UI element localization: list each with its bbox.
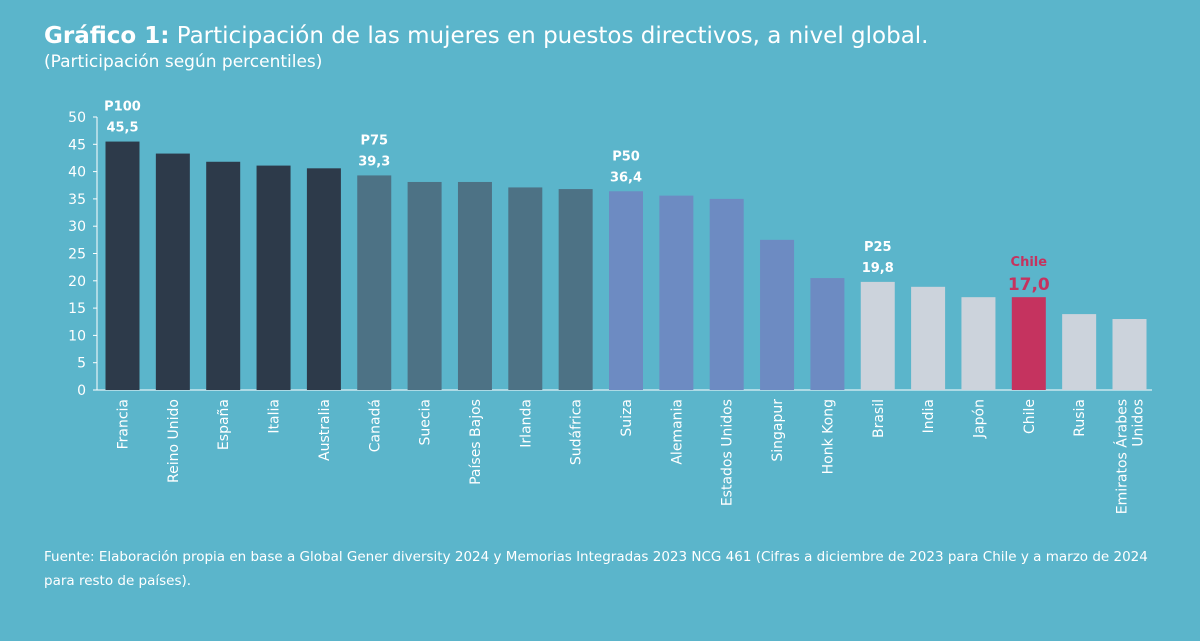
- x-tick-label: India: [921, 399, 937, 433]
- y-tick-label: 20: [68, 274, 86, 290]
- bar: [558, 189, 593, 390]
- y-tick-label: 30: [68, 219, 86, 235]
- bar: [105, 141, 140, 390]
- bar: [609, 191, 643, 390]
- bar: [709, 198, 744, 390]
- y-tick-label: 0: [77, 383, 86, 399]
- x-tick-label: Emiratos Árabes: [1114, 399, 1131, 514]
- bar: [1112, 319, 1147, 390]
- bar: [155, 153, 190, 390]
- data-label-value: 39,3: [358, 154, 390, 169]
- data-label-percentile: Chile: [1011, 255, 1048, 270]
- bar: [760, 239, 795, 390]
- chart-title-text: Participación de las mujeres en puestos …: [176, 23, 929, 49]
- y-tick-label: 45: [68, 137, 86, 153]
- x-tick-label: Irlanda: [518, 399, 534, 448]
- chart-title-label: Gráfico 1:: [44, 23, 170, 49]
- bar: [407, 181, 442, 390]
- x-tick-label: Honk Kong: [820, 399, 836, 474]
- x-tick-label: Francia: [116, 399, 132, 449]
- y-tick-label: 10: [68, 328, 86, 344]
- x-tick-label: Alemania: [669, 399, 685, 465]
- data-label-percentile: P50: [612, 149, 640, 164]
- bar: [1062, 314, 1097, 390]
- bar: [256, 165, 291, 390]
- x-tick-label: Sudáfrica: [569, 399, 585, 465]
- x-tick-label: Singapur: [770, 399, 786, 462]
- x-tick-label: Italia: [267, 399, 283, 434]
- data-label-percentile: P75: [360, 133, 388, 148]
- data-label-value: 45,5: [106, 121, 138, 136]
- bar: [508, 187, 543, 390]
- chart-subtitle: (Participación según percentiles): [44, 52, 323, 72]
- data-label-percentile: P25: [864, 240, 892, 255]
- chart-title: Gráfico 1: Participación de las mujeres …: [44, 22, 928, 50]
- x-tick-label: Chile: [1022, 399, 1038, 434]
- y-tick-label: 25: [68, 247, 86, 263]
- y-tick-label: 5: [77, 356, 86, 372]
- bar: [810, 278, 845, 390]
- bar: [357, 175, 392, 390]
- x-tick-label: Canadá: [367, 399, 383, 452]
- x-tick-label: Brasil: [871, 399, 887, 438]
- data-label-percentile: P100: [104, 100, 141, 115]
- bar: [206, 161, 241, 390]
- data-label-value: 36,4: [610, 170, 642, 185]
- data-label-value: 19,8: [862, 261, 894, 276]
- x-tick-label: Japón: [971, 399, 987, 439]
- y-tick-label: 50: [68, 110, 86, 126]
- y-tick-label: 35: [68, 192, 86, 208]
- bar: [457, 181, 492, 390]
- source-footnote: Fuente: Elaboración propia en base a Glo…: [44, 549, 1148, 589]
- y-tick-label: 40: [68, 165, 86, 181]
- x-tick-label: Unidos: [1131, 399, 1147, 447]
- x-tick-label: España: [216, 399, 232, 450]
- bar: [911, 286, 946, 390]
- bar: [860, 281, 895, 390]
- data-label-value: 17,0: [1008, 275, 1050, 295]
- x-tick-label: Estados Unidos: [720, 399, 736, 506]
- x-tick-label: Reino Unido: [166, 399, 182, 483]
- bar: [306, 168, 341, 390]
- bar: [1011, 297, 1046, 390]
- x-tick-label: Suiza: [619, 399, 635, 437]
- x-tick-label: Rusia: [1072, 399, 1088, 437]
- x-tick-label: Australia: [317, 399, 333, 461]
- bar-chart: 0 5 10 15 20 25 30 35 40 45 50 Francia Reino Unido Es…: [68, 100, 1152, 514]
- x-tick-label: Suecia: [418, 399, 434, 446]
- y-tick-label: 15: [68, 301, 86, 317]
- bar: [659, 195, 694, 390]
- bar: [961, 297, 996, 390]
- x-tick-label: Países Bajos: [468, 399, 484, 485]
